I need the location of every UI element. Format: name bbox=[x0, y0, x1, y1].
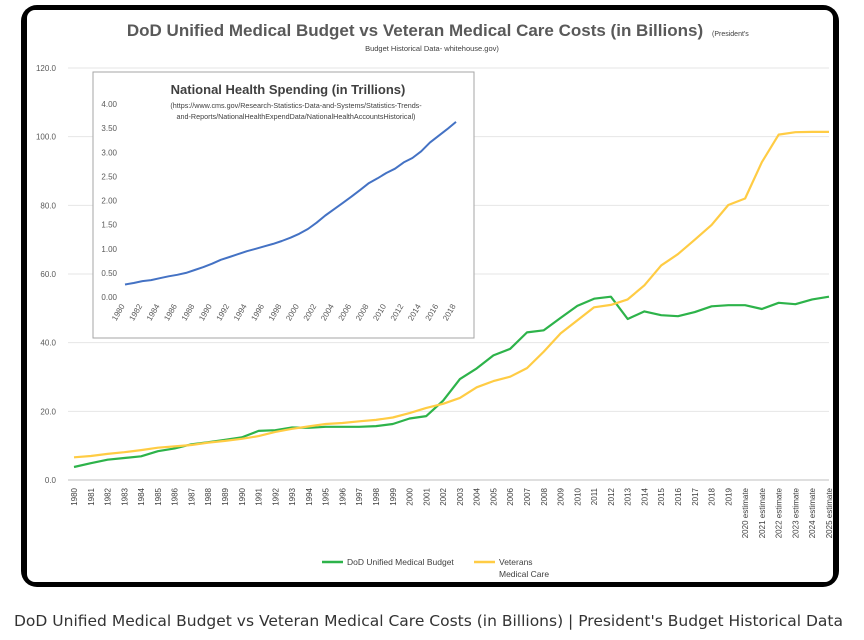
x-tick-label: 1990 bbox=[238, 487, 247, 505]
inset-y-tick-label: 3.50 bbox=[101, 124, 117, 133]
inset-chart-box bbox=[92, 71, 475, 339]
x-tick-label: 1998 bbox=[372, 487, 381, 505]
inset-y-tick-label: 0.00 bbox=[101, 293, 117, 302]
x-tick-label: 1984 bbox=[137, 487, 146, 505]
x-tick-label: 2009 bbox=[557, 487, 566, 505]
x-tick-label: 2023 estimate bbox=[791, 487, 800, 538]
x-tick-label: 2024 estimate bbox=[808, 487, 817, 538]
x-tick-label: 1992 bbox=[271, 487, 280, 505]
x-tick-label: 2008 bbox=[540, 487, 549, 505]
chart-title: DoD Unified Medical Budget vs Veteran Me… bbox=[127, 21, 703, 40]
x-tick-label: 2006 bbox=[506, 487, 515, 505]
inset-chart-title: National Health Spending (in Trillions) bbox=[171, 82, 406, 97]
x-tick-label: 1995 bbox=[322, 487, 331, 505]
x-tick-label: 1993 bbox=[288, 487, 297, 505]
x-tick-label: 2015 bbox=[657, 487, 666, 505]
x-tick-label: 2005 bbox=[489, 487, 498, 505]
veterans-care-line bbox=[73, 130, 829, 459]
x-tick-label: 1987 bbox=[187, 487, 196, 505]
x-tick-label: 2012 bbox=[607, 487, 616, 505]
x-tick-label: 2002 bbox=[439, 487, 448, 505]
inset-y-tick-label: 3.00 bbox=[101, 148, 117, 157]
x-tick-label: 1985 bbox=[154, 487, 163, 505]
x-tick-label: 2016 bbox=[674, 487, 683, 505]
x-tick-label: 2010 bbox=[573, 487, 582, 505]
inset-chart-subtitle-line-2: and-Reports/NationalHealthExpendData/Nat… bbox=[177, 112, 416, 121]
y-tick-label: 20.0 bbox=[40, 407, 56, 416]
y-tick-label: 0.0 bbox=[45, 476, 57, 485]
chart-subtitle-part-2: Budget Historical Data- whitehouse.gov) bbox=[365, 44, 499, 53]
x-tick-label: 1989 bbox=[221, 487, 230, 505]
x-tick-label: 2025 estimate bbox=[825, 487, 834, 538]
inset-y-tick-label: 2.50 bbox=[101, 172, 117, 181]
national-health-spending-line bbox=[124, 121, 457, 286]
x-tick-label: 1982 bbox=[104, 487, 113, 505]
x-tick-label: 1996 bbox=[338, 487, 347, 505]
legend-label-dod: DoD Unified Medical Budget bbox=[347, 557, 454, 567]
x-tick-label: 2021 estimate bbox=[758, 487, 767, 538]
image-caption: DoD Unified Medical Budget vs Veteran Me… bbox=[14, 612, 843, 630]
x-tick-label: 2017 bbox=[691, 487, 700, 505]
x-tick-label: 2000 bbox=[406, 487, 415, 505]
x-tick-label: 1999 bbox=[389, 487, 398, 505]
x-tick-label: 2003 bbox=[456, 487, 465, 505]
legend-label-veterans: Veterans Medical Care bbox=[499, 557, 549, 579]
inset-y-tick-label: 1.00 bbox=[101, 245, 117, 254]
x-tick-label: 2014 bbox=[640, 487, 649, 505]
inset-y-tick-label: 4.00 bbox=[101, 100, 117, 109]
x-tick-label: 2004 bbox=[473, 487, 482, 505]
y-tick-label: 80.0 bbox=[40, 201, 56, 210]
x-tick-label: 1981 bbox=[87, 487, 96, 505]
inset-y-tick-label: 2.00 bbox=[101, 197, 117, 206]
x-tick-label: 2001 bbox=[422, 487, 431, 505]
y-tick-label: 40.0 bbox=[40, 339, 56, 348]
x-tick-label: 1988 bbox=[204, 487, 213, 505]
x-tick-label: 1980 bbox=[70, 487, 79, 505]
x-tick-label: 1986 bbox=[171, 487, 180, 505]
x-tick-label: 2022 estimate bbox=[775, 487, 784, 538]
y-tick-label: 100.0 bbox=[36, 133, 57, 142]
x-tick-label: 2019 bbox=[724, 487, 733, 505]
x-tick-label: 1994 bbox=[305, 487, 314, 505]
y-tick-label: 120.0 bbox=[36, 64, 57, 73]
x-tick-label: 1997 bbox=[355, 487, 364, 505]
inset-y-tick-label: 1.50 bbox=[101, 221, 117, 230]
x-tick-label: 2020 estimate bbox=[741, 487, 750, 538]
y-tick-label: 60.0 bbox=[40, 270, 56, 279]
x-tick-label: 2007 bbox=[523, 487, 532, 505]
x-tick-label: 2013 bbox=[624, 487, 633, 505]
x-tick-label: 1983 bbox=[120, 487, 129, 505]
x-tick-label: 2011 bbox=[590, 487, 599, 505]
inset-y-tick-label: 0.50 bbox=[101, 269, 117, 278]
inset-chart-subtitle-line-1: (https://www.cms.gov/Research-Statistics… bbox=[170, 101, 422, 110]
chart-subtitle-part-1: (President's bbox=[712, 31, 749, 38]
x-tick-label: 2018 bbox=[708, 487, 717, 505]
x-tick-label: 1991 bbox=[255, 487, 264, 505]
